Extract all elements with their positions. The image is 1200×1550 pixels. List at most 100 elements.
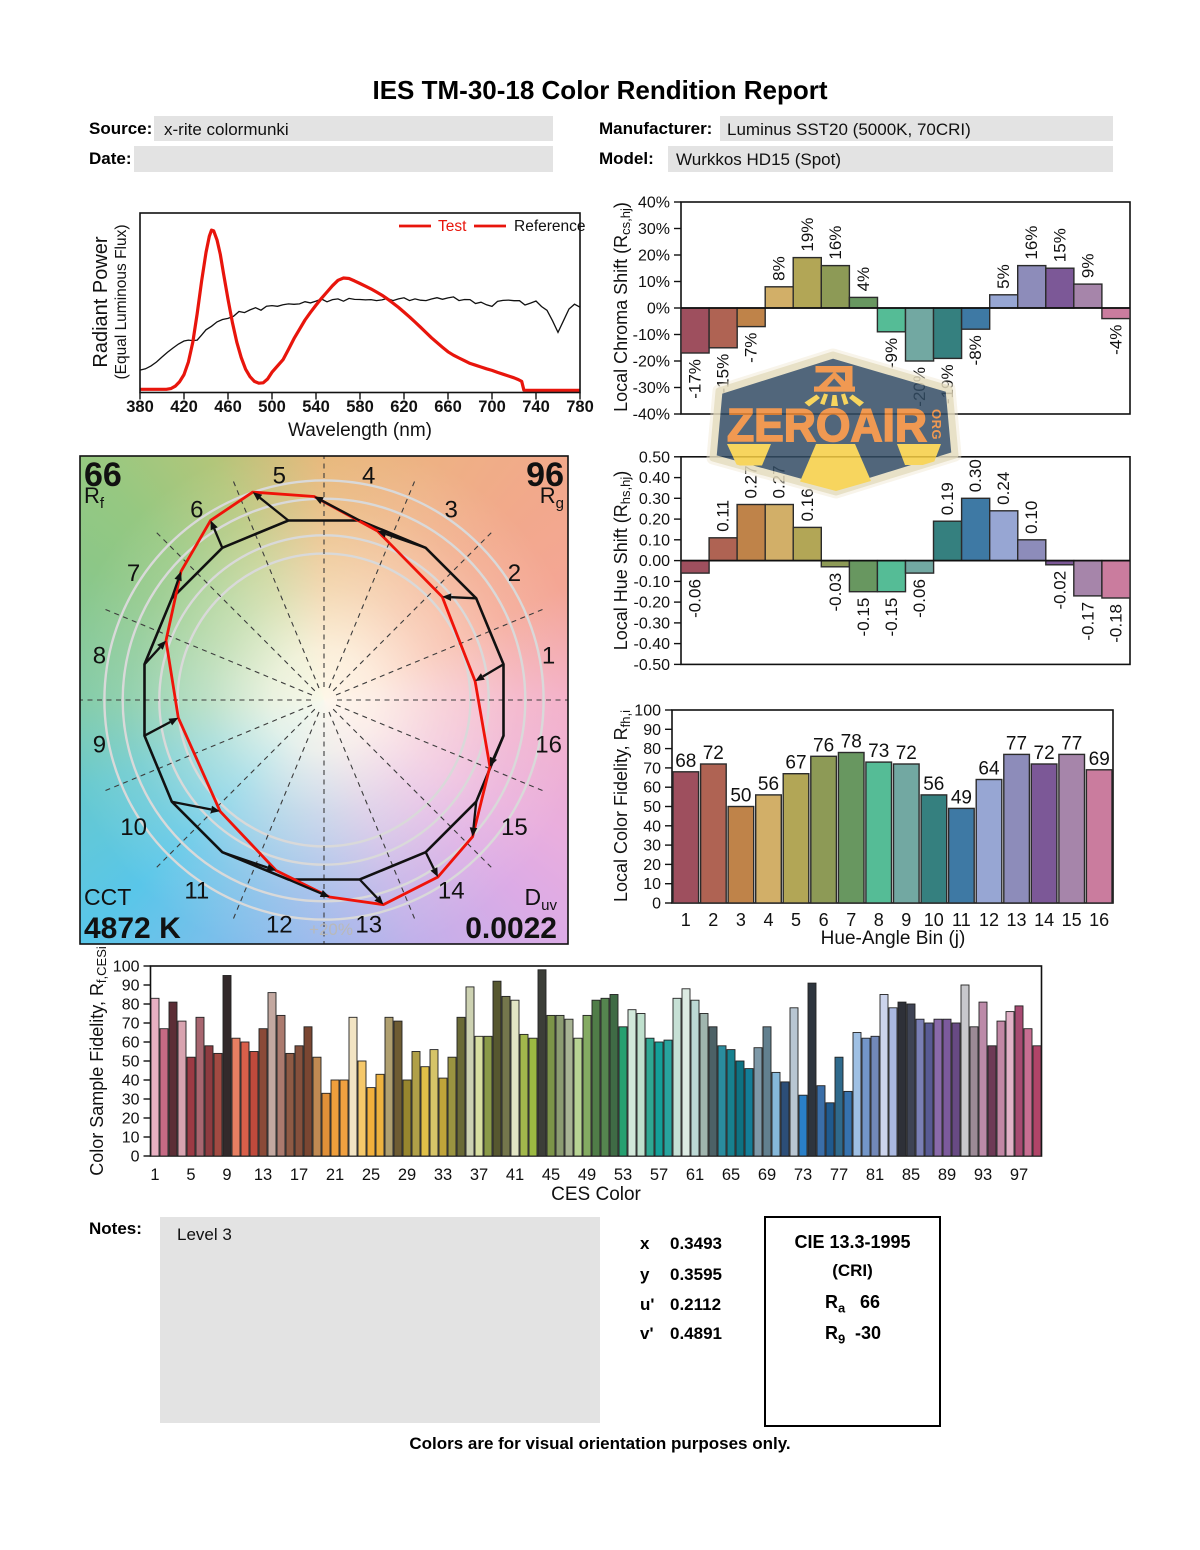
svg-text:0.20: 0.20 — [639, 512, 670, 529]
svg-text:ORG: ORG — [929, 409, 944, 440]
svg-text:9: 9 — [93, 732, 106, 759]
svg-text:0.30: 0.30 — [966, 459, 985, 492]
svg-text:30%: 30% — [638, 221, 670, 238]
svg-text:5: 5 — [791, 910, 801, 930]
svg-text:56: 56 — [923, 774, 944, 795]
svg-text:-0.10: -0.10 — [634, 574, 671, 591]
svg-text:0: 0 — [131, 1149, 140, 1166]
svg-text:4872 K: 4872 K — [84, 912, 181, 945]
svg-text:21: 21 — [326, 1166, 344, 1184]
svg-text:16: 16 — [1089, 910, 1109, 930]
svg-text:-0.17: -0.17 — [1078, 602, 1097, 641]
svg-text:37: 37 — [470, 1166, 488, 1184]
svg-text:19%: 19% — [798, 218, 817, 252]
svg-text:-15%: -15% — [714, 354, 733, 394]
svg-text:-8%: -8% — [966, 335, 985, 365]
svg-text:16%: 16% — [1022, 226, 1041, 260]
svg-text:2: 2 — [508, 560, 521, 587]
svg-text:1: 1 — [150, 1166, 159, 1184]
svg-text:-20%: -20% — [633, 354, 670, 371]
svg-text:6: 6 — [190, 497, 203, 524]
svg-text:-0.50: -0.50 — [634, 657, 671, 674]
svg-text:0: 0 — [652, 896, 661, 913]
svg-text:Duv: Duv — [525, 884, 558, 914]
svg-text:73: 73 — [794, 1166, 812, 1184]
svg-text:17: 17 — [290, 1166, 308, 1184]
svg-text:70: 70 — [122, 1016, 140, 1033]
svg-text:20%: 20% — [638, 248, 670, 265]
svg-text:65: 65 — [722, 1166, 740, 1184]
svg-text:3: 3 — [736, 910, 746, 930]
svg-text:72: 72 — [896, 743, 917, 764]
svg-text:0.40: 0.40 — [639, 470, 670, 487]
svg-text:90: 90 — [122, 978, 140, 995]
svg-text:-0.30: -0.30 — [634, 615, 671, 632]
svg-text:20: 20 — [122, 1111, 140, 1128]
svg-text:-40%: -40% — [633, 407, 670, 424]
svg-text:89: 89 — [938, 1166, 956, 1184]
svg-text:16%: 16% — [826, 226, 845, 260]
svg-text:30: 30 — [122, 1092, 140, 1109]
svg-text:700: 700 — [478, 398, 506, 416]
svg-text:-17%: -17% — [686, 359, 705, 399]
svg-text:25: 25 — [362, 1166, 380, 1184]
svg-text:70: 70 — [643, 760, 661, 777]
svg-text:13: 13 — [1006, 910, 1026, 930]
svg-text:0.16: 0.16 — [798, 488, 817, 521]
svg-text:72: 72 — [1034, 743, 1055, 764]
svg-text:10: 10 — [643, 876, 661, 893]
svg-text:15: 15 — [501, 814, 528, 841]
svg-text:-10%: -10% — [633, 327, 670, 344]
svg-text:0.10: 0.10 — [1022, 501, 1041, 534]
svg-text:30: 30 — [643, 838, 661, 855]
svg-text:85: 85 — [902, 1166, 920, 1184]
svg-text:380: 380 — [126, 398, 154, 416]
svg-text:3: 3 — [445, 497, 458, 524]
svg-text:97: 97 — [1010, 1166, 1028, 1184]
svg-text:Local Chroma Shift (Rcs,hj): Local Chroma Shift (Rcs,hj) — [611, 202, 633, 412]
svg-text:0.0022: 0.0022 — [465, 912, 557, 945]
svg-text:7: 7 — [846, 910, 856, 930]
svg-text:-0.02: -0.02 — [1050, 571, 1069, 610]
svg-text:77: 77 — [830, 1166, 848, 1184]
svg-text:0.50: 0.50 — [639, 449, 670, 466]
svg-text:Local Hue Shift (Rhs,hj): Local Hue Shift (Rhs,hj) — [611, 471, 633, 651]
svg-text:50: 50 — [643, 799, 661, 816]
svg-text:69: 69 — [1089, 749, 1110, 770]
svg-text:5: 5 — [186, 1166, 195, 1184]
svg-text:Local Color Fidelity, Rfh,i: Local Color Fidelity, Rfh,i — [611, 710, 633, 902]
svg-text:Rf: Rf — [84, 483, 105, 512]
svg-text:10: 10 — [924, 910, 944, 930]
svg-text:0.00: 0.00 — [639, 553, 670, 570]
svg-text:12: 12 — [266, 912, 293, 939]
svg-text:1: 1 — [681, 910, 691, 930]
svg-text:460: 460 — [214, 398, 242, 416]
svg-text:9%: 9% — [1078, 254, 1097, 279]
svg-text:49: 49 — [578, 1166, 596, 1184]
svg-text:9: 9 — [222, 1166, 231, 1184]
svg-text:-9%: -9% — [882, 338, 901, 368]
svg-text:4%: 4% — [854, 267, 873, 292]
svg-text:540: 540 — [302, 398, 330, 416]
svg-text:61: 61 — [686, 1166, 704, 1184]
svg-text:-4%: -4% — [1106, 325, 1125, 355]
svg-text:20: 20 — [643, 857, 661, 874]
svg-text:660: 660 — [434, 398, 462, 416]
svg-text:0.11: 0.11 — [714, 500, 733, 532]
svg-text:-7%: -7% — [742, 333, 761, 363]
svg-text:76: 76 — [813, 735, 834, 756]
svg-text:-0.06: -0.06 — [686, 579, 705, 618]
svg-text:14: 14 — [438, 877, 465, 904]
svg-text:Hue-Angle Bin (j): Hue-Angle Bin (j) — [821, 928, 966, 949]
svg-text:29: 29 — [398, 1166, 416, 1184]
svg-text:13: 13 — [254, 1166, 272, 1184]
svg-text:77: 77 — [1006, 733, 1027, 754]
svg-text:Radiant Power: Radiant Power — [90, 236, 112, 368]
svg-text:33: 33 — [434, 1166, 452, 1184]
svg-text:+20%: +20% — [309, 920, 353, 939]
svg-text:-0.20: -0.20 — [634, 595, 671, 612]
svg-text:Test: Test — [438, 218, 467, 235]
svg-text:420: 420 — [170, 398, 198, 416]
svg-text:11: 11 — [184, 877, 209, 904]
svg-text:16: 16 — [535, 732, 562, 759]
